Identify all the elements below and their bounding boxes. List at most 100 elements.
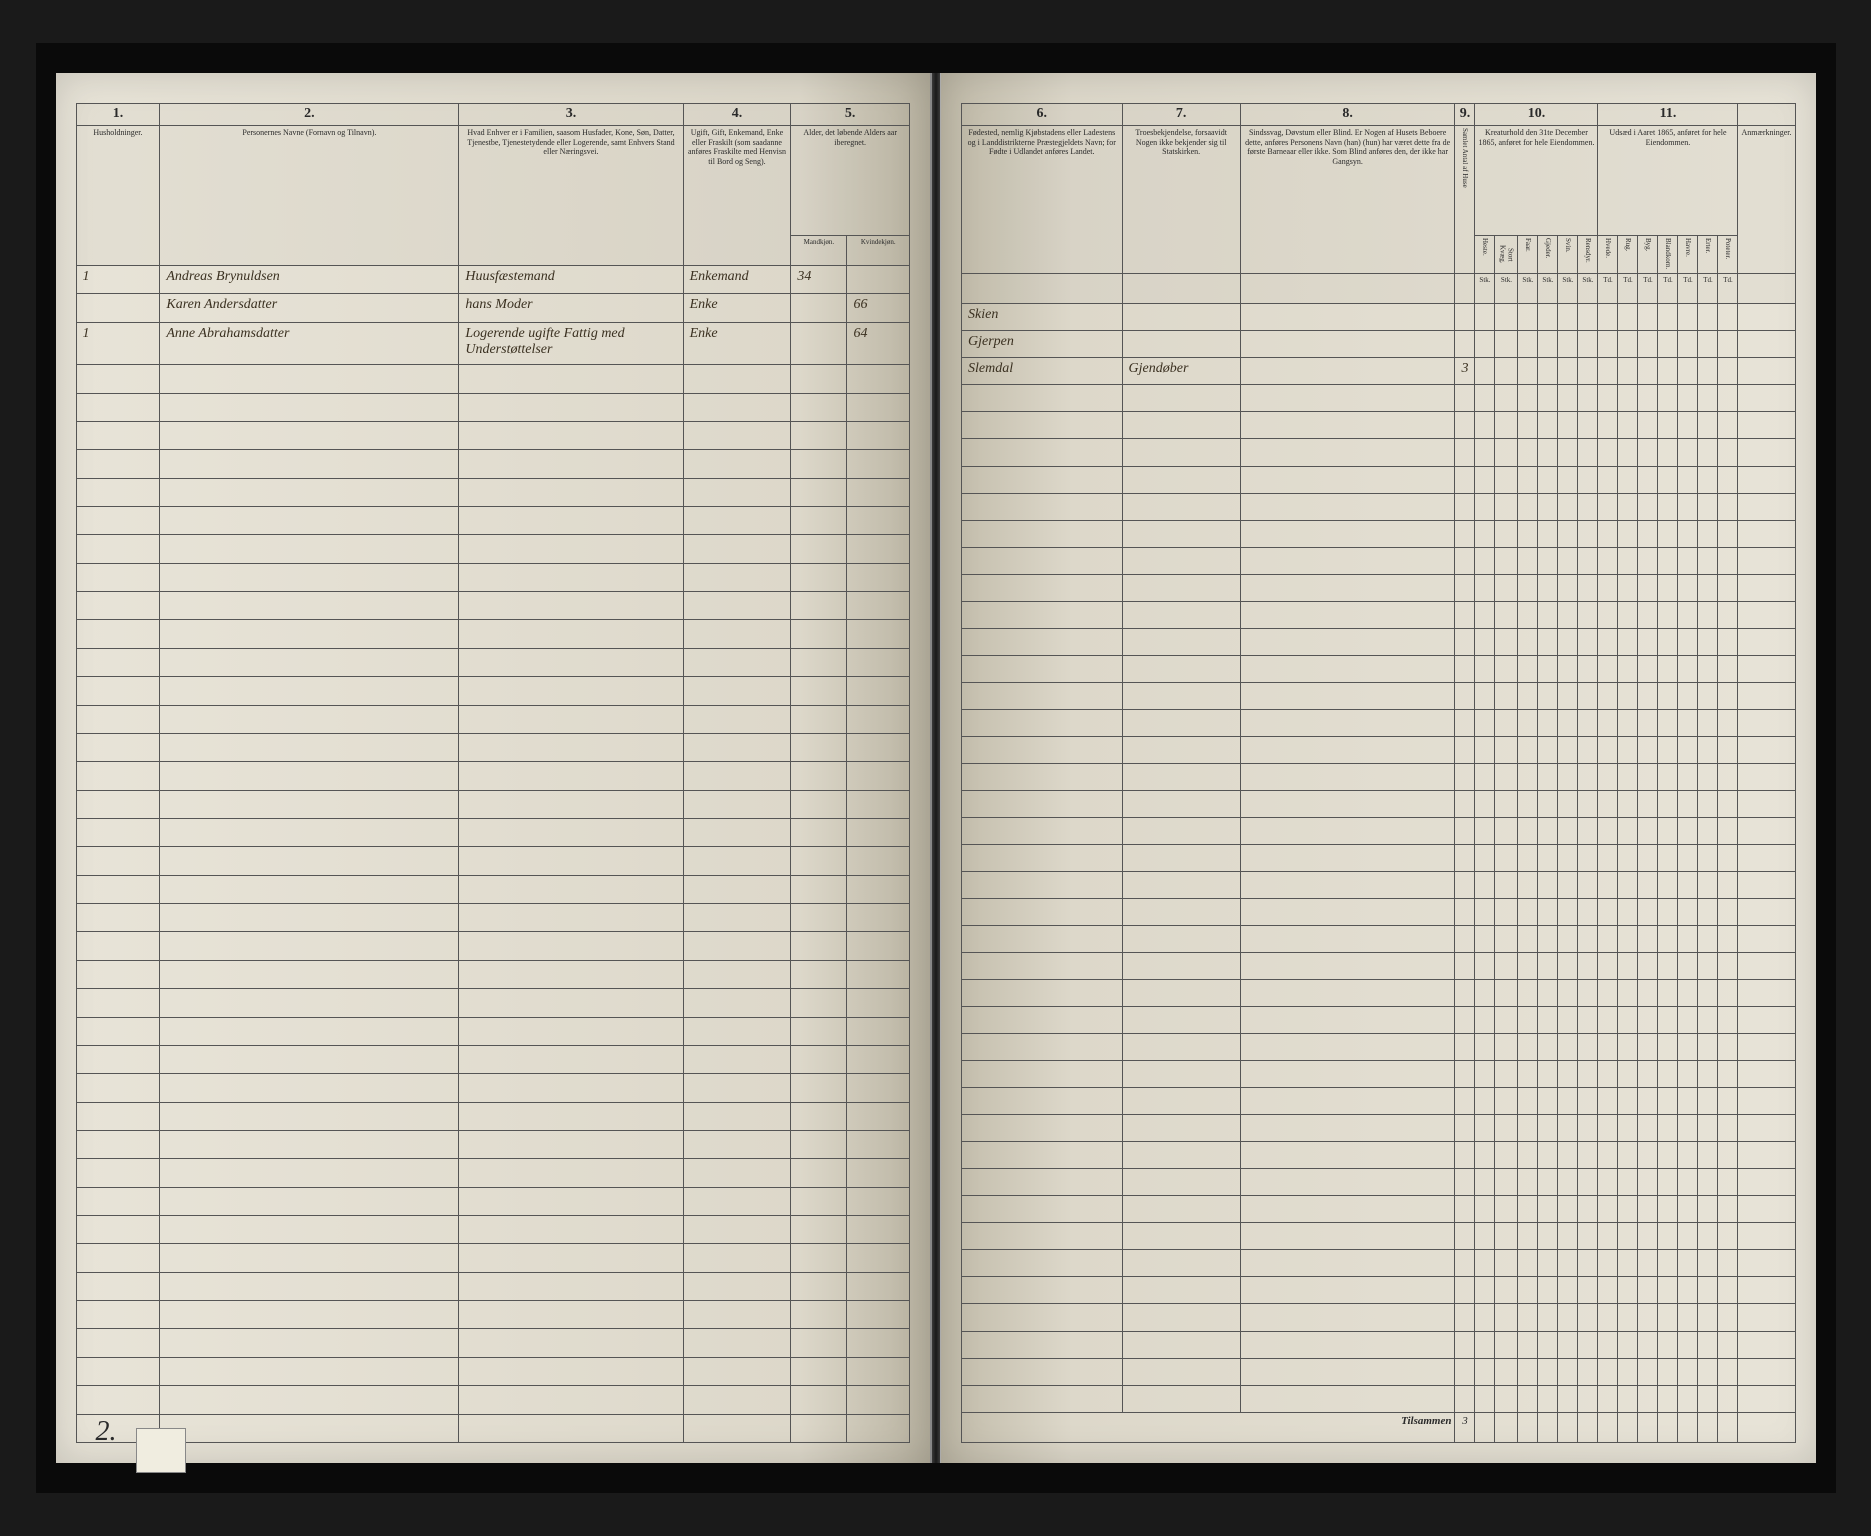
ledger-book: 1. 2. 3. 4. 5. Husholdninger. Personerne… bbox=[36, 43, 1836, 1493]
empty-row bbox=[962, 1304, 1796, 1331]
empty-row bbox=[962, 1223, 1796, 1250]
empty-row bbox=[76, 1017, 910, 1045]
empty-row bbox=[962, 439, 1796, 466]
left-page: 1. 2. 3. 4. 5. Husholdninger. Personerne… bbox=[56, 73, 933, 1463]
header-row-r: Fødested, nemlig Kjøbstadens eller Lades… bbox=[962, 126, 1796, 236]
empty-row bbox=[962, 871, 1796, 898]
empty-row bbox=[76, 450, 910, 478]
empty-row bbox=[962, 980, 1796, 1007]
table-row: Skien bbox=[962, 304, 1796, 331]
empty-row bbox=[962, 574, 1796, 601]
empty-row bbox=[962, 466, 1796, 493]
empty-row bbox=[76, 1414, 910, 1442]
empty-row bbox=[76, 563, 910, 591]
empty-row bbox=[76, 1074, 910, 1102]
table-row: 1Andreas BrynuldsenHuusfæstemandEnkemand… bbox=[76, 266, 910, 294]
livestock-col: Stort Kvæg. bbox=[1495, 236, 1518, 274]
empty-row bbox=[76, 592, 910, 620]
col-num-11: 11. bbox=[1598, 104, 1738, 126]
empty-row bbox=[962, 844, 1796, 871]
empty-row bbox=[962, 763, 1796, 790]
empty-row bbox=[962, 1277, 1796, 1304]
empty-row bbox=[76, 904, 910, 932]
book-spine bbox=[932, 73, 940, 1463]
empty-row bbox=[962, 682, 1796, 709]
empty-row bbox=[962, 926, 1796, 953]
header-5: Alder, det løbende Alders aar iberegnet. bbox=[791, 126, 910, 236]
empty-row bbox=[76, 677, 910, 705]
footer-row: Tilsammen 3 bbox=[962, 1413, 1796, 1443]
empty-row bbox=[76, 989, 910, 1017]
empty-row bbox=[962, 412, 1796, 439]
page-number: 2. bbox=[96, 1416, 117, 1448]
empty-row bbox=[76, 1045, 910, 1073]
header-5b: Kvindekjøn. bbox=[847, 236, 910, 266]
empty-row bbox=[76, 847, 910, 875]
empty-row bbox=[962, 385, 1796, 412]
col-num-10: 10. bbox=[1475, 104, 1598, 126]
empty-row bbox=[962, 1169, 1796, 1196]
footer-total: 3 bbox=[1455, 1413, 1475, 1443]
empty-row bbox=[962, 1250, 1796, 1277]
header-1: Husholdninger. bbox=[76, 126, 160, 266]
footer-label: Tilsammen bbox=[962, 1413, 1455, 1443]
empty-row bbox=[962, 1385, 1796, 1412]
empty-row bbox=[962, 899, 1796, 926]
header-2: Personernes Navne (Fornavn og Tilnavn). bbox=[160, 126, 459, 266]
empty-row bbox=[76, 1187, 910, 1215]
empty-row bbox=[962, 709, 1796, 736]
empty-row bbox=[76, 733, 910, 761]
empty-row bbox=[962, 493, 1796, 520]
col-num-3: 3. bbox=[459, 104, 683, 126]
empty-row bbox=[962, 520, 1796, 547]
left-table: 1. 2. 3. 4. 5. Husholdninger. Personerne… bbox=[76, 103, 911, 1443]
empty-row bbox=[962, 628, 1796, 655]
empty-row bbox=[962, 1088, 1796, 1115]
empty-row bbox=[76, 875, 910, 903]
table-row: SlemdalGjendøber3 bbox=[962, 358, 1796, 385]
empty-row bbox=[962, 1142, 1796, 1169]
empty-row bbox=[76, 1357, 910, 1385]
col-number-row-r: 6. 7. 8. 9. 10. 11. bbox=[962, 104, 1796, 126]
col-num-5: 5. bbox=[791, 104, 910, 126]
livestock-col: Gjeder. bbox=[1538, 236, 1558, 274]
header-12: Anmærkninger. bbox=[1738, 126, 1795, 274]
col-number-row: 1. 2. 3. 4. 5. bbox=[76, 104, 910, 126]
livestock-col: Heste. bbox=[1475, 236, 1495, 274]
empty-row bbox=[962, 547, 1796, 574]
header-5a: Mandkjøn. bbox=[791, 236, 847, 266]
empty-row bbox=[76, 1301, 910, 1329]
livestock-col: Faar. bbox=[1518, 236, 1538, 274]
empty-row bbox=[76, 819, 910, 847]
col-num-6: 6. bbox=[962, 104, 1123, 126]
empty-row bbox=[76, 620, 910, 648]
seed-col: Poteter. bbox=[1718, 236, 1738, 274]
header-row: Husholdninger. Personernes Navne (Fornav… bbox=[76, 126, 910, 236]
empty-row bbox=[76, 393, 910, 421]
seed-col: Rug. bbox=[1618, 236, 1638, 274]
empty-row bbox=[962, 1007, 1796, 1034]
empty-row bbox=[962, 601, 1796, 628]
empty-row bbox=[962, 790, 1796, 817]
col-num-7: 7. bbox=[1122, 104, 1240, 126]
seed-col: Blandkorn. bbox=[1658, 236, 1678, 274]
unit-row: Stk.Stk.Stk.Stk.Stk.Stk.Td.Td.Td.Td.Td.T… bbox=[962, 274, 1796, 304]
header-8: Sindssvag, Døvstum eller Blind. Er Nogen… bbox=[1240, 126, 1455, 274]
right-page: 6. 7. 8. 9. 10. 11. Fødested, nemlig Kjø… bbox=[940, 73, 1816, 1463]
empty-row bbox=[76, 762, 910, 790]
header-6: Fødested, nemlig Kjøbstadens eller Lades… bbox=[962, 126, 1123, 274]
empty-row bbox=[76, 932, 910, 960]
empty-row bbox=[76, 960, 910, 988]
col-num-1: 1. bbox=[76, 104, 160, 126]
table-row: Karen Andersdatterhans ModerEnke66 bbox=[76, 294, 910, 322]
empty-row bbox=[962, 1358, 1796, 1385]
seed-col: Byg. bbox=[1638, 236, 1658, 274]
col-num-4: 4. bbox=[683, 104, 791, 126]
empty-row bbox=[76, 1386, 910, 1414]
right-table: 6. 7. 8. 9. 10. 11. Fødested, nemlig Kjø… bbox=[961, 103, 1796, 1443]
header-3: Hvad Enhver er i Familien, saasom Husfad… bbox=[459, 126, 683, 266]
empty-row bbox=[76, 1272, 910, 1300]
empty-row bbox=[962, 953, 1796, 980]
empty-row bbox=[76, 478, 910, 506]
empty-row bbox=[76, 1130, 910, 1158]
